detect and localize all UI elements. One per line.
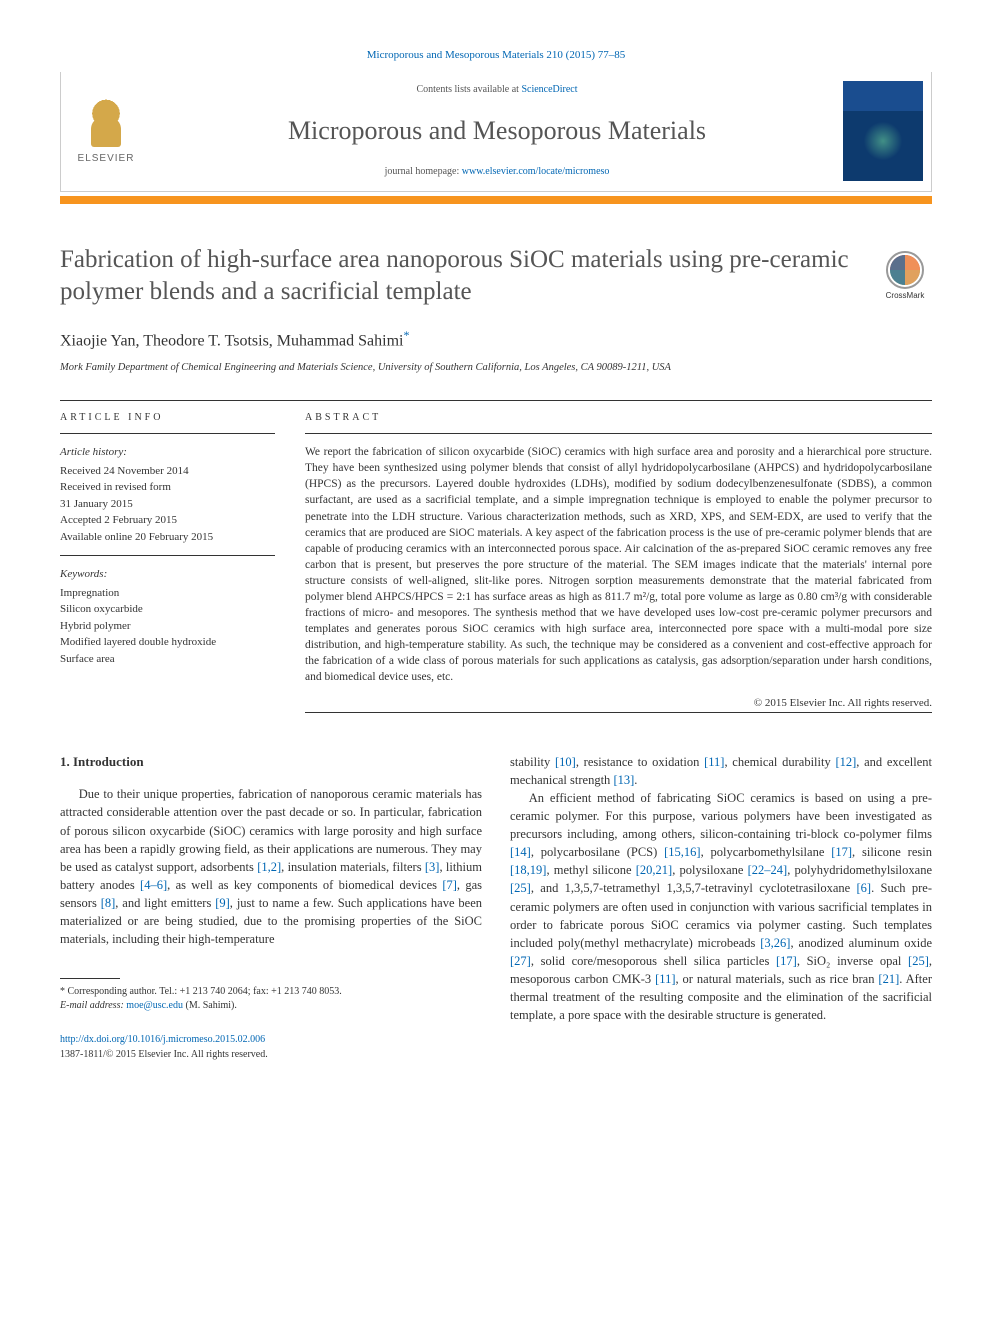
- body-columns: 1. Introduction Due to their unique prop…: [60, 753, 932, 1063]
- homepage-link[interactable]: www.elsevier.com/locate/micromeso: [462, 166, 610, 177]
- journal-homepage-line: journal homepage: www.elsevier.com/locat…: [151, 165, 843, 180]
- reference-link[interactable]: [15,16]: [664, 845, 700, 859]
- title-row: Fabrication of high-surface area nanopor…: [60, 244, 932, 327]
- history-line: 31 January 2015: [60, 496, 275, 513]
- citation-line: Microporous and Mesoporous Materials 210…: [60, 48, 932, 64]
- divider: [305, 712, 932, 713]
- doi-block: http://dx.doi.org/10.1016/j.micromeso.20…: [60, 1033, 482, 1062]
- contents-prefix: Contents lists available at: [416, 84, 521, 95]
- section-heading: 1. Introduction: [60, 753, 482, 772]
- reference-link[interactable]: [17]: [831, 845, 852, 859]
- history-line: Received 24 November 2014: [60, 463, 275, 480]
- journal-header: ELSEVIER Contents lists available at Sci…: [60, 72, 932, 192]
- journal-cover-thumbnail[interactable]: [843, 81, 923, 181]
- reference-link[interactable]: [3]: [425, 860, 440, 874]
- history-label: Article history:: [60, 444, 275, 461]
- sciencedirect-link[interactable]: ScienceDirect: [521, 84, 577, 95]
- reference-link[interactable]: [12]: [835, 755, 856, 769]
- article-info-column: article info Article history: Received 2…: [60, 401, 275, 713]
- keyword: Impregnation: [60, 585, 275, 602]
- corresponding-tel-fax: * Corresponding author. Tel.: +1 213 740…: [60, 985, 482, 999]
- homepage-prefix: journal homepage:: [385, 166, 462, 177]
- body-paragraph: Due to their unique properties, fabricat…: [60, 785, 482, 948]
- reference-link[interactable]: [20,21]: [636, 863, 672, 877]
- reference-link[interactable]: [27]: [510, 954, 531, 968]
- footnote-separator: [60, 978, 120, 979]
- publisher-label: ELSEVIER: [78, 152, 135, 167]
- info-abstract-row: article info Article history: Received 2…: [60, 401, 932, 713]
- article-title: Fabrication of high-surface area nanopor…: [60, 244, 858, 309]
- journal-name: Microporous and Mesoporous Materials: [151, 112, 843, 150]
- history-line: Accepted 2 February 2015: [60, 512, 275, 529]
- keywords-label: Keywords:: [60, 566, 275, 583]
- reference-link[interactable]: [1,2]: [257, 860, 281, 874]
- reference-link[interactable]: [25]: [510, 881, 531, 895]
- keyword: Silicon oxycarbide: [60, 601, 275, 618]
- reference-link[interactable]: [11]: [704, 755, 724, 769]
- reference-link[interactable]: [17]: [776, 954, 797, 968]
- reference-link[interactable]: [3,26]: [760, 936, 790, 950]
- reference-link[interactable]: [21]: [878, 972, 899, 986]
- corresponding-asterisk: *: [403, 328, 409, 342]
- body-column-right: stability [10], resistance to oxidation …: [510, 753, 932, 1063]
- corresponding-email-line: E-mail address: moe@usc.edu (M. Sahimi).: [60, 999, 482, 1013]
- article-info-heading: article info: [60, 401, 275, 434]
- history-line: Received in revised form: [60, 479, 275, 496]
- abstract-column: abstract We report the fabrication of si…: [305, 401, 932, 713]
- body-column-left: 1. Introduction Due to their unique prop…: [60, 753, 482, 1063]
- crossmark-badge[interactable]: CrossMark: [878, 248, 932, 302]
- reference-link[interactable]: [6]: [857, 881, 872, 895]
- reference-link[interactable]: [25]: [908, 954, 929, 968]
- reference-link[interactable]: [7]: [442, 878, 457, 892]
- accent-bar: [60, 196, 932, 204]
- reference-link[interactable]: [18,19]: [510, 863, 546, 877]
- reference-link[interactable]: [4–6]: [140, 878, 167, 892]
- authors-line: Xiaojie Yan, Theodore T. Tsotsis, Muhamm…: [60, 327, 932, 353]
- body-paragraph-continuation: stability [10], resistance to oxidation …: [510, 753, 932, 789]
- keyword: Surface area: [60, 651, 275, 668]
- page-container: Microporous and Mesoporous Materials 210…: [0, 0, 992, 1102]
- doi-link[interactable]: http://dx.doi.org/10.1016/j.micromeso.20…: [60, 1034, 265, 1045]
- keyword: Modified layered double hydroxide: [60, 634, 275, 651]
- article-history-block: Article history: Received 24 November 20…: [60, 434, 275, 555]
- abstract-copyright: © 2015 Elsevier Inc. All rights reserved…: [305, 696, 932, 712]
- reference-link[interactable]: [13]: [613, 773, 634, 787]
- email-link[interactable]: moe@usc.edu: [126, 1000, 183, 1011]
- reference-link[interactable]: [9]: [215, 896, 230, 910]
- corresponding-footnote: * Corresponding author. Tel.: +1 213 740…: [60, 985, 482, 1013]
- svg-text:CrossMark: CrossMark: [886, 291, 926, 300]
- history-line: Available online 20 February 2015: [60, 529, 275, 546]
- affiliation: Mork Family Department of Chemical Engin…: [60, 360, 932, 375]
- keyword: Hybrid polymer: [60, 618, 275, 635]
- reference-link[interactable]: [8]: [101, 896, 116, 910]
- keywords-block: Keywords: Impregnation Silicon oxycarbid…: [60, 556, 275, 677]
- abstract-heading: abstract: [305, 401, 932, 434]
- publisher-logo[interactable]: ELSEVIER: [61, 72, 151, 191]
- reference-link[interactable]: [22–24]: [748, 863, 788, 877]
- authors-names: Xiaojie Yan, Theodore T. Tsotsis, Muhamm…: [60, 332, 403, 349]
- reference-link[interactable]: [14]: [510, 845, 531, 859]
- reference-link[interactable]: [10]: [555, 755, 576, 769]
- journal-header-center: Contents lists available at ScienceDirec…: [151, 73, 843, 190]
- issn-copyright: 1387-1811/© 2015 Elsevier Inc. All right…: [60, 1048, 482, 1063]
- reference-link[interactable]: [11]: [655, 972, 675, 986]
- elsevier-tree-icon: [81, 97, 131, 152]
- abstract-text: We report the fabrication of silicon oxy…: [305, 434, 932, 685]
- body-paragraph: An efficient method of fabricating SiOC …: [510, 789, 932, 1025]
- contents-lists-line: Contents lists available at ScienceDirec…: [151, 83, 843, 98]
